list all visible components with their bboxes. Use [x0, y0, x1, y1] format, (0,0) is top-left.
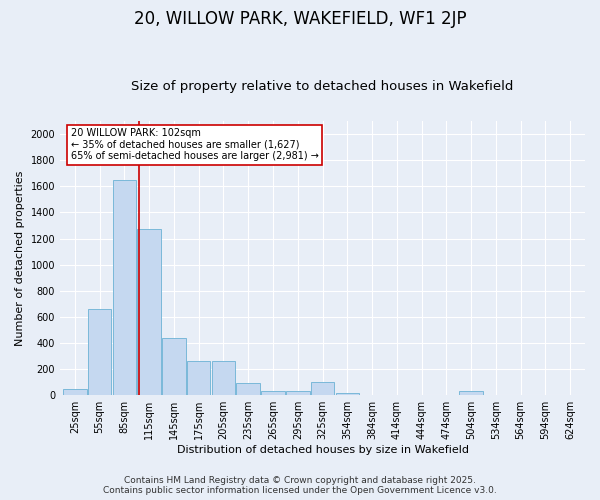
Bar	[261, 390, 285, 395]
Text: Contains HM Land Registry data © Crown copyright and database right 2025.
Contai: Contains HM Land Registry data © Crown c…	[103, 476, 497, 495]
Bar	[212, 362, 235, 395]
Bar	[162, 338, 186, 395]
Bar	[286, 392, 310, 395]
Text: 20, WILLOW PARK, WAKEFIELD, WF1 2JP: 20, WILLOW PARK, WAKEFIELD, WF1 2JP	[134, 10, 466, 28]
Bar	[460, 392, 483, 395]
Bar	[88, 309, 112, 395]
Bar	[236, 384, 260, 395]
Bar	[137, 230, 161, 395]
Bar	[360, 394, 384, 395]
Y-axis label: Number of detached properties: Number of detached properties	[15, 170, 25, 346]
Bar	[63, 388, 86, 395]
Bar	[113, 180, 136, 395]
X-axis label: Distribution of detached houses by size in Wakefield: Distribution of detached houses by size …	[176, 445, 469, 455]
Text: 20 WILLOW PARK: 102sqm
← 35% of detached houses are smaller (1,627)
65% of semi-: 20 WILLOW PARK: 102sqm ← 35% of detached…	[71, 128, 319, 161]
Title: Size of property relative to detached houses in Wakefield: Size of property relative to detached ho…	[131, 80, 514, 94]
Bar	[187, 362, 211, 395]
Bar	[335, 394, 359, 395]
Bar	[311, 382, 334, 395]
